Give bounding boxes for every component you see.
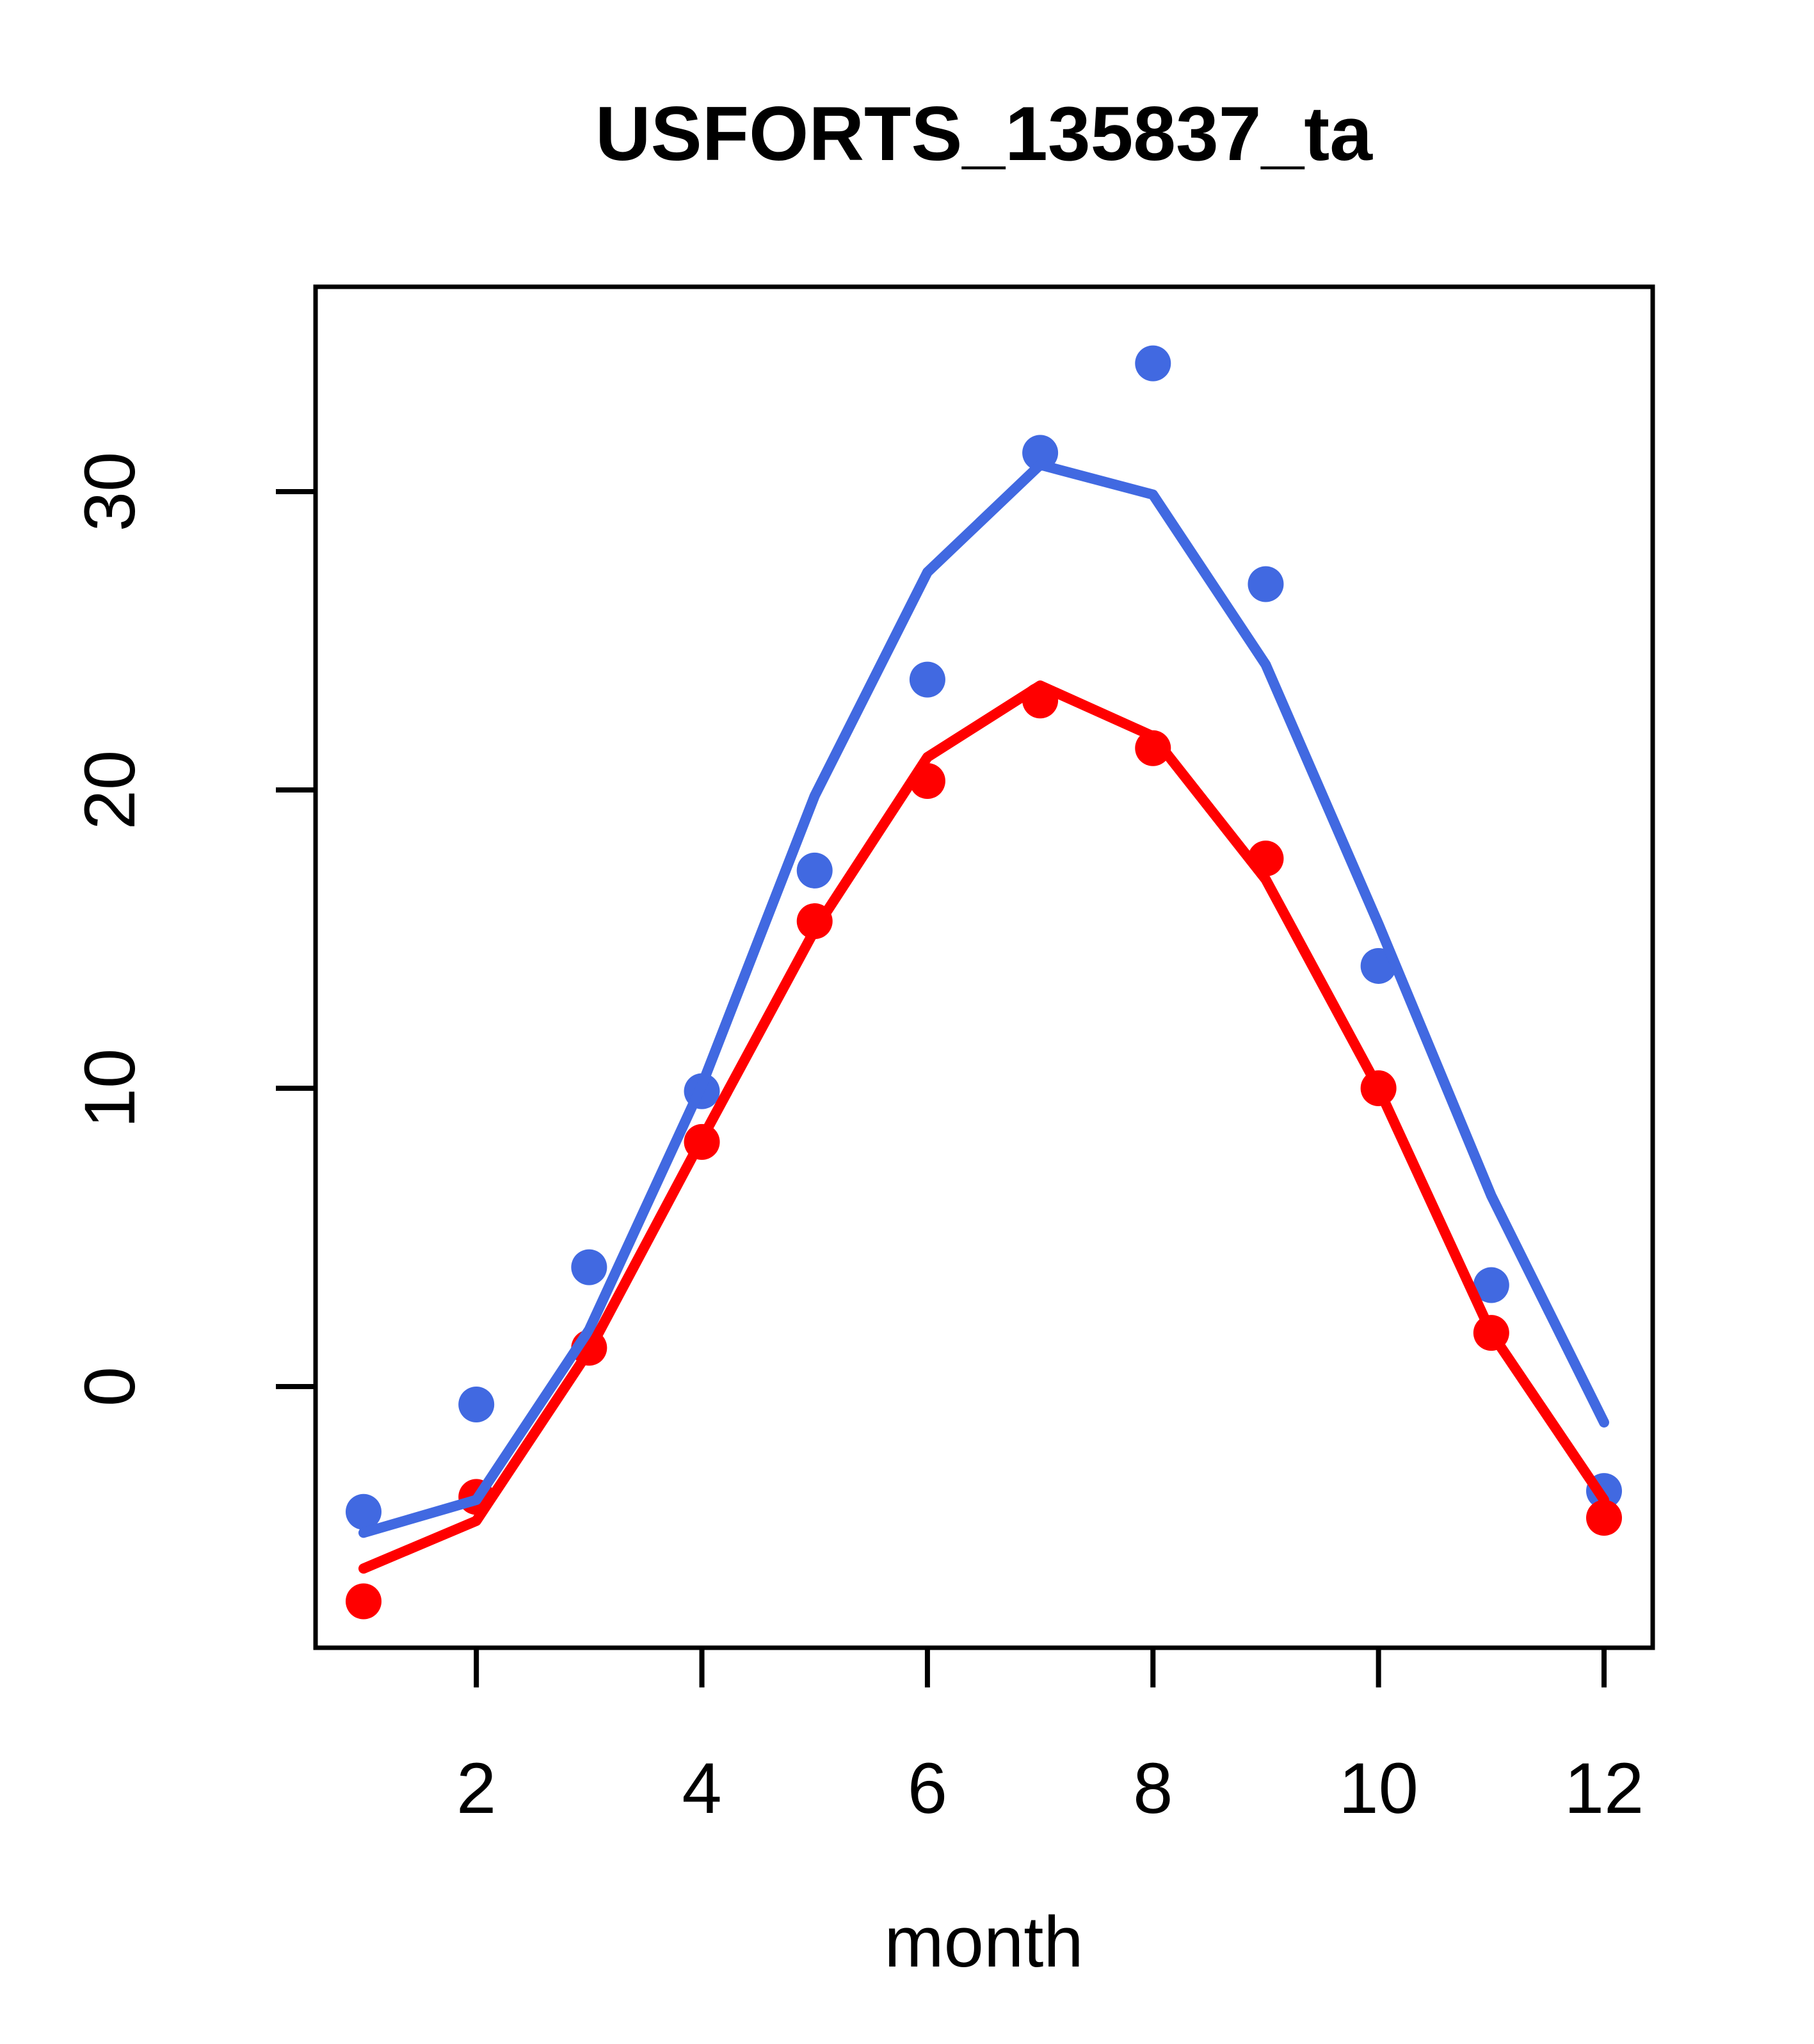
- red-point: [1585, 1500, 1622, 1536]
- blue-point: [796, 852, 833, 889]
- red-point: [346, 1583, 381, 1620]
- red-points-group: [346, 682, 1622, 1620]
- series-layer: [346, 345, 1622, 1620]
- x-axis-label: month: [884, 1902, 1083, 1982]
- x-tick-label: 10: [1338, 1748, 1418, 1828]
- blue-point: [571, 1249, 607, 1285]
- x-tick-label: 6: [908, 1748, 947, 1828]
- red-line: [358, 680, 1609, 1574]
- red-point: [1135, 730, 1171, 766]
- blue-point: [909, 661, 945, 698]
- x-tick-label: 2: [456, 1748, 496, 1828]
- y-tick-label: 0: [70, 1367, 150, 1406]
- blue-point: [1473, 1267, 1509, 1303]
- x-axis-ticks: 2 4 6 8 10 12: [456, 1648, 1644, 1828]
- blue-point: [1135, 345, 1171, 382]
- blue-point: [346, 1493, 381, 1530]
- x-tick-label: 8: [1133, 1748, 1173, 1828]
- y-tick-label: 30: [70, 452, 150, 532]
- x-tick-label: 12: [1564, 1748, 1644, 1828]
- y-tick-label: 10: [70, 1049, 150, 1129]
- blue-line: [358, 460, 1609, 1538]
- chart-title: USFORTS_135837_ta: [595, 91, 1373, 177]
- y-tick-label: 20: [70, 750, 150, 830]
- y-axis-ticks: 0 10 20 30: [70, 452, 316, 1406]
- blue-point: [458, 1386, 495, 1422]
- blue-point: [1022, 435, 1059, 471]
- x-tick-label: 4: [682, 1748, 721, 1828]
- plot-box: [313, 284, 1655, 1650]
- blue-point: [1248, 566, 1284, 602]
